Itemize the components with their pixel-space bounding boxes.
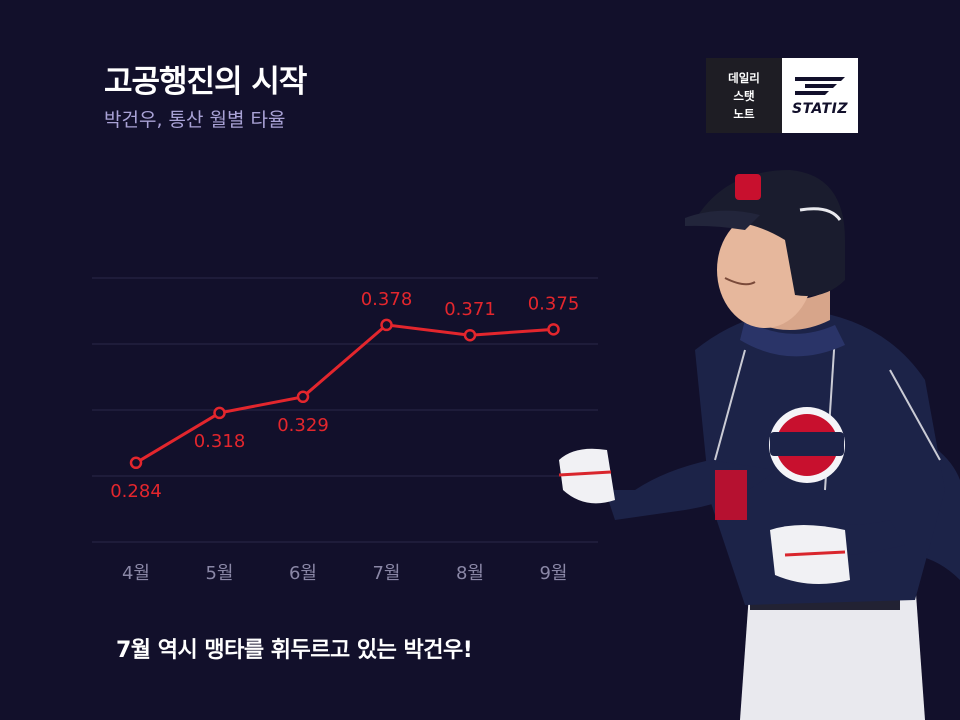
x-tick-label: 8월	[456, 563, 484, 584]
x-tick-label: 9월	[539, 563, 567, 584]
data-labels: 0.284 0.318 0.329 0.378 0.371 0.375	[110, 289, 579, 502]
chart-subtitle: 박건우, 통산 월별 타율	[104, 109, 286, 131]
data-point	[213, 406, 226, 420]
player-photo	[558, 170, 960, 720]
logo-line-3: 노트	[733, 106, 755, 121]
x-tick-label: 7월	[372, 563, 400, 584]
statiz-logo: 데일리 스탯 노트 STATIZ	[706, 58, 858, 133]
x-tick-label: 6월	[289, 563, 317, 584]
data-point	[380, 318, 393, 332]
chart-title: 고공행진의 시작	[104, 64, 307, 100]
series-line-layer	[135, 323, 554, 465]
data-label: 0.329	[277, 415, 329, 436]
data-points	[129, 318, 560, 470]
data-label: 0.371	[444, 299, 496, 320]
series-line	[135, 323, 554, 465]
data-label: 0.375	[528, 293, 580, 314]
chart-caption: 7월 역시 맹타를 휘두르고 있는 박건우!	[116, 638, 473, 663]
x-tick-label: 5월	[205, 563, 233, 584]
data-point	[296, 390, 310, 404]
data-label: 0.378	[361, 289, 413, 310]
statiz-wordmark: STATIZ	[792, 100, 848, 117]
data-label: 0.284	[110, 481, 162, 502]
logo-line-2: 스탯	[733, 88, 755, 103]
data-point	[463, 328, 477, 342]
statiz-brand: STATIZ	[782, 58, 858, 133]
x-axis-ticks: 4월 5월 6월 7월 8월 9월	[122, 563, 568, 584]
data-point	[129, 456, 143, 470]
data-label: 0.318	[194, 431, 246, 452]
logo-line-1: 데일리	[728, 70, 760, 85]
chart-grid	[92, 277, 598, 543]
statiz-mark-icon	[795, 76, 845, 95]
daily-stat-note-badge: 데일리 스탯 노트	[706, 58, 782, 133]
data-point	[547, 323, 560, 336]
x-tick-label: 4월	[122, 563, 150, 584]
